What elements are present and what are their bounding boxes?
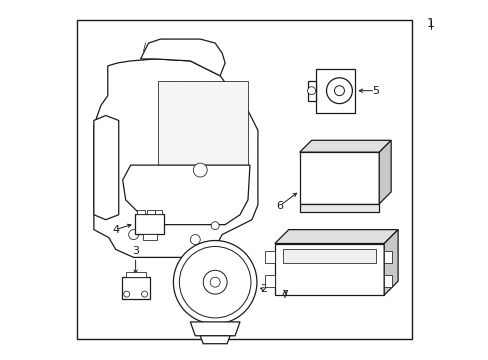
Polygon shape xyxy=(264,275,274,287)
Text: 2: 2 xyxy=(260,284,267,294)
Circle shape xyxy=(190,235,200,244)
Circle shape xyxy=(128,230,138,239)
Polygon shape xyxy=(134,214,164,234)
Polygon shape xyxy=(315,69,355,113)
Text: 4: 4 xyxy=(112,225,119,235)
Polygon shape xyxy=(122,277,149,299)
Circle shape xyxy=(307,87,315,95)
Circle shape xyxy=(203,270,226,294)
Polygon shape xyxy=(307,81,315,100)
Circle shape xyxy=(211,222,219,230)
Polygon shape xyxy=(274,230,397,243)
Polygon shape xyxy=(299,204,379,212)
Polygon shape xyxy=(384,230,397,295)
Circle shape xyxy=(142,291,147,297)
Text: 6: 6 xyxy=(276,201,283,211)
Polygon shape xyxy=(141,39,224,76)
Circle shape xyxy=(173,240,256,324)
Circle shape xyxy=(123,291,129,297)
Polygon shape xyxy=(146,210,154,214)
Polygon shape xyxy=(158,81,247,165)
Polygon shape xyxy=(122,165,249,225)
Text: 3: 3 xyxy=(132,247,139,256)
Polygon shape xyxy=(299,152,379,204)
Polygon shape xyxy=(125,272,145,277)
Polygon shape xyxy=(190,322,240,336)
Text: 5: 5 xyxy=(371,86,378,96)
Polygon shape xyxy=(264,251,274,264)
Circle shape xyxy=(179,247,250,318)
Polygon shape xyxy=(77,20,411,339)
Text: 7: 7 xyxy=(281,290,288,300)
Polygon shape xyxy=(200,336,230,344)
Circle shape xyxy=(326,78,352,104)
Circle shape xyxy=(210,277,220,287)
Polygon shape xyxy=(384,251,391,264)
Polygon shape xyxy=(136,210,144,214)
Text: 1: 1 xyxy=(426,17,434,30)
Circle shape xyxy=(193,163,207,177)
Polygon shape xyxy=(94,116,119,220)
Bar xyxy=(282,249,375,264)
Circle shape xyxy=(334,86,344,96)
Polygon shape xyxy=(379,140,390,204)
Polygon shape xyxy=(94,59,257,257)
Polygon shape xyxy=(274,243,384,295)
Polygon shape xyxy=(154,210,162,214)
Polygon shape xyxy=(299,140,390,152)
Polygon shape xyxy=(142,234,156,239)
Polygon shape xyxy=(384,275,391,287)
